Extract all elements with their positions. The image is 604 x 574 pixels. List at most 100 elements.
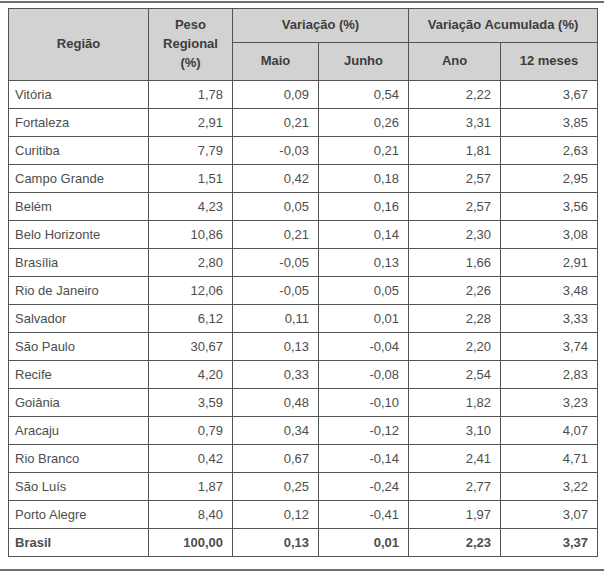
table-row: Fortaleza2,910,210,263,313,85 [9,109,598,137]
value-cell: -0,14 [319,445,409,473]
value-cell: 2,20 [409,333,501,361]
table-row: São Luís1,870,25-0,242,773,22 [9,473,598,501]
value-cell: 7,79 [149,137,233,165]
column-header-12-months: 12 meses [501,43,598,81]
value-cell: 1,51 [149,165,233,193]
table-row: Rio Branco0,420,67-0,142,414,71 [9,445,598,473]
total-row: Brasil100,000,130,012,233,37 [9,529,598,557]
value-cell: 4,71 [501,445,598,473]
value-cell: 3,37 [501,529,598,557]
table-row: Rio de Janeiro12,06-0,050,052,263,48 [9,277,598,305]
value-cell: 3,07 [501,501,598,529]
value-cell: 1,82 [409,389,501,417]
region-cell: Belém [9,193,149,221]
value-cell: 1,87 [149,473,233,501]
value-cell: -0,08 [319,361,409,389]
value-cell: 4,23 [149,193,233,221]
value-cell: 2,80 [149,249,233,277]
header-group-row: Região Peso Regional (%) Variação (%) Va… [9,9,598,43]
value-cell: 0,26 [319,109,409,137]
value-cell: 3,10 [409,417,501,445]
region-cell: Campo Grande [9,165,149,193]
value-cell: -0,05 [233,249,319,277]
value-cell: 0,13 [233,333,319,361]
value-cell: 2,28 [409,305,501,333]
top-rule [0,1,604,3]
value-cell: 0,14 [319,221,409,249]
value-cell: 0,16 [319,193,409,221]
table-row: Brasília2,80-0,050,131,662,91 [9,249,598,277]
region-cell: Vitória [9,81,149,109]
column-header-region: Região [9,9,149,81]
value-cell: 12,06 [149,277,233,305]
value-cell: 0,25 [233,473,319,501]
value-cell: 0,79 [149,417,233,445]
value-cell: 2,95 [501,165,598,193]
column-header-regional-weight: Peso Regional (%) [149,9,233,81]
table-row: Aracaju0,790,34-0,123,104,07 [9,417,598,445]
table-row: Campo Grande1,510,420,182,572,95 [9,165,598,193]
value-cell: 2,30 [409,221,501,249]
value-cell: 2,23 [409,529,501,557]
value-cell: 3,85 [501,109,598,137]
value-cell: 2,83 [501,361,598,389]
table-row: Belém4,230,050,162,573,56 [9,193,598,221]
value-cell: 0,18 [319,165,409,193]
value-cell: 30,67 [149,333,233,361]
value-cell: -0,12 [319,417,409,445]
value-cell: 3,23 [501,389,598,417]
value-cell: -0,03 [233,137,319,165]
column-group-accumulated-variation: Variação Acumulada (%) [409,9,598,43]
value-cell: -0,04 [319,333,409,361]
value-cell: 0,09 [233,81,319,109]
table-row: São Paulo30,670,13-0,042,203,74 [9,333,598,361]
region-cell: Belo Horizonte [9,221,149,249]
value-cell: 3,48 [501,277,598,305]
value-cell: 0,54 [319,81,409,109]
value-cell: 3,31 [409,109,501,137]
value-cell: 3,59 [149,389,233,417]
region-cell: Salvador [9,305,149,333]
value-cell: 2,26 [409,277,501,305]
region-cell: Curitiba [9,137,149,165]
value-cell: 3,67 [501,81,598,109]
value-cell: 0,05 [319,277,409,305]
table-body: Vitória1,780,090,542,223,67Fortaleza2,91… [9,81,598,557]
region-cell: Porto Alegre [9,501,149,529]
value-cell: 0,33 [233,361,319,389]
region-cell: Brasília [9,249,149,277]
value-cell: 10,86 [149,221,233,249]
value-cell: 100,00 [149,529,233,557]
table-row: Salvador6,120,110,012,283,33 [9,305,598,333]
value-cell: 2,57 [409,193,501,221]
regional-variation-table: Região Peso Regional (%) Variação (%) Va… [8,8,598,557]
region-cell: São Luís [9,473,149,501]
value-cell: 0,34 [233,417,319,445]
region-cell: Fortaleza [9,109,149,137]
value-cell: 0,05 [233,193,319,221]
table-row: Belo Horizonte10,860,210,142,303,08 [9,221,598,249]
value-cell: 2,57 [409,165,501,193]
value-cell: 0,21 [233,221,319,249]
table-row: Porto Alegre8,400,12-0,411,973,07 [9,501,598,529]
value-cell: -0,41 [319,501,409,529]
value-cell: -0,05 [233,277,319,305]
region-cell: Aracaju [9,417,149,445]
value-cell: 2,63 [501,137,598,165]
region-cell: Goiânia [9,389,149,417]
value-cell: 0,48 [233,389,319,417]
region-cell: Rio de Janeiro [9,277,149,305]
value-cell: 1,78 [149,81,233,109]
value-cell: 2,91 [501,249,598,277]
value-cell: 0,42 [149,445,233,473]
value-cell: -0,10 [319,389,409,417]
value-cell: 6,12 [149,305,233,333]
value-cell: 2,54 [409,361,501,389]
value-cell: 0,01 [319,305,409,333]
value-cell: 2,22 [409,81,501,109]
value-cell: 2,77 [409,473,501,501]
value-cell: 0,21 [233,109,319,137]
table-row: Goiânia3,590,48-0,101,823,23 [9,389,598,417]
value-cell: 0,12 [233,501,319,529]
value-cell: 4,20 [149,361,233,389]
